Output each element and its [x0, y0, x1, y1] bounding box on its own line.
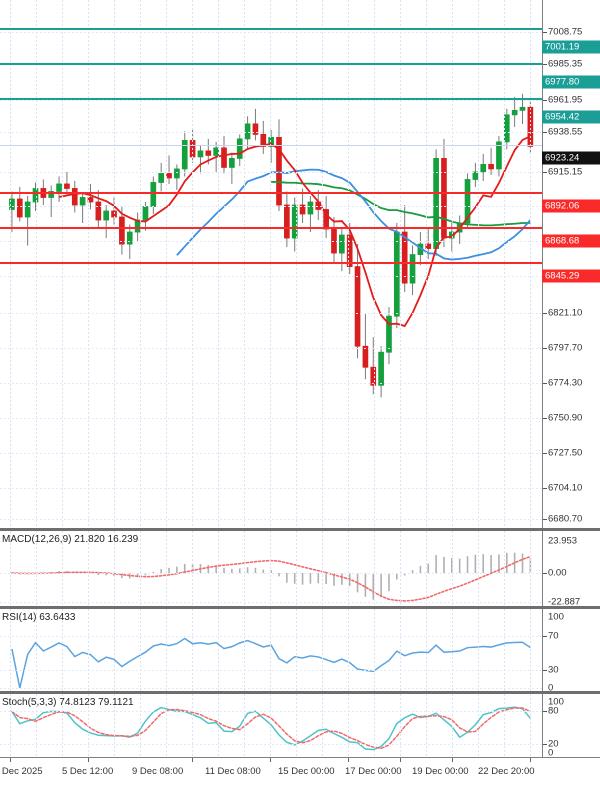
panel-divider-stoch — [0, 691, 600, 694]
rsi-plot-area[interactable] — [0, 609, 600, 691]
rsi-tick: 30 — [548, 664, 559, 676]
macd-title: MACD(12,26,9) 21.820 16.239 — [2, 534, 139, 545]
price-tick: 6821.10 — [548, 307, 583, 319]
support-label-1: 6845.29 — [542, 269, 600, 283]
macd-panel[interactable]: MACD(12,26,9) 21.820 16.239 23.953 0.00 … — [0, 531, 600, 608]
pivot-label-1: 6892.06 — [542, 199, 600, 213]
price-tick: 6961.95 — [548, 94, 583, 106]
price-tick: 6938.55 — [548, 126, 583, 138]
price-tick: 6680.70 — [548, 513, 583, 525]
panel-divider-macd — [0, 528, 600, 531]
price-tick: 6750.90 — [548, 412, 583, 424]
rsi-series-svg — [11, 637, 531, 689]
stoch-tick: 0 — [548, 747, 554, 759]
time-tick-label: 11 Dec 08:00 — [205, 766, 261, 777]
resistance-line-2 — [0, 63, 542, 66]
rsi-tick: 0 — [548, 682, 554, 694]
rsi-tick: 70 — [548, 630, 559, 642]
stoch-tick: 20 — [548, 738, 559, 750]
price-tick: 6704.10 — [548, 482, 583, 494]
macd-tick: -22.887 — [548, 596, 581, 608]
price-tick: 6797.70 — [548, 342, 583, 354]
stoch-series-svg — [11, 706, 532, 751]
time-tick-label: 22 Dec 20:00 — [478, 766, 535, 777]
time-axis[interactable]: 4 Dec 2025 5 Dec 12:00 9 Dec 08:00 11 De… — [0, 757, 600, 785]
rsi-axis[interactable]: 100 70 30 0 — [542, 609, 600, 694]
pivot-line-1 — [0, 191, 542, 194]
stoch-tick: 100 — [548, 696, 564, 708]
time-tick-label: 4 Dec 2025 — [0, 766, 43, 777]
price-axis[interactable]: 7008.75 6985.35 6961.95 6938.55 6915.15 … — [542, 0, 600, 528]
stochastic-axis[interactable]: 100 80 20 0 — [542, 694, 600, 759]
stoch-plot-area[interactable] — [0, 694, 600, 757]
macd-tick: 0.00 — [548, 567, 567, 579]
macd-tick: 23.953 — [548, 535, 578, 547]
macd-axis[interactable]: 23.953 0.00 -22.887 — [542, 531, 600, 608]
rsi-tick: 100 — [548, 611, 564, 623]
price-plot-area[interactable] — [0, 0, 600, 528]
time-tick-label: 17 Dec 00:00 — [345, 766, 402, 777]
price-chart-panel[interactable]: 7008.75 6985.35 6961.95 6938.55 6915.15 … — [0, 0, 600, 528]
current-price-label: 6923.24 — [542, 151, 600, 165]
stoch-tick: 80 — [548, 705, 559, 717]
current-price-line — [0, 145, 542, 146]
price-tick: 6985.35 — [548, 58, 583, 70]
stoch-title: Stoch(5,3,3) 74.8123 79.1121 — [2, 697, 134, 708]
rsi-title: RSI(14) 63.6433 — [2, 612, 76, 623]
resistance-label-3: 6954.42 — [542, 110, 600, 124]
time-tick-label: 5 Dec 12:00 — [62, 766, 114, 777]
support-line-1 — [0, 262, 542, 265]
price-tick: 6915.15 — [548, 166, 583, 178]
price-tick: 6774.30 — [548, 377, 583, 389]
resistance-label-2: 6977.80 — [542, 75, 600, 89]
time-tick-label: 19 Dec 00:00 — [412, 766, 469, 777]
price-tick: 6727.50 — [548, 447, 583, 459]
price-tick: 7008.75 — [548, 26, 583, 38]
macd-plot-area[interactable] — [0, 531, 600, 606]
time-tick-label: 9 Dec 08:00 — [132, 766, 184, 777]
rsi-panel[interactable]: RSI(14) 63.6433 100 70 30 0 — [0, 609, 600, 694]
resistance-line-3 — [0, 98, 542, 101]
resistance-label-1: 7001.19 — [542, 40, 600, 54]
pivot-label-2: 6868.68 — [542, 234, 600, 248]
panel-divider-rsi — [0, 606, 600, 609]
time-tick-label: 15 Dec 00:00 — [278, 766, 335, 777]
resistance-line-1 — [0, 27, 542, 30]
pivot-line-2 — [0, 227, 542, 229]
stochastic-panel[interactable]: Stoch(5,3,3) 74.8123 79.1121 100 80 20 0 — [0, 694, 600, 759]
